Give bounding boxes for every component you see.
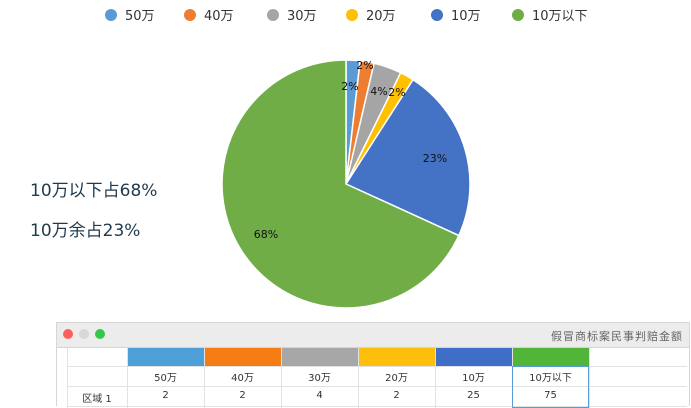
window-titlebar: 假冒商标案民事判赔金额	[57, 323, 689, 348]
pie-slice	[221, 59, 460, 309]
sheet-title: 假冒商标案民事判赔金额	[551, 330, 683, 343]
color-key-cell	[435, 348, 512, 366]
row-label: 区域 1	[82, 394, 112, 405]
color-key-cell	[512, 348, 589, 366]
legend-swatch	[346, 8, 358, 21]
table-cell[interactable]: 2	[393, 390, 400, 401]
zoom-button[interactable]	[95, 329, 105, 339]
grid-line	[67, 406, 687, 407]
legend-swatch	[431, 8, 443, 21]
data-label: 2%	[388, 86, 405, 99]
minimize-button[interactable]	[79, 329, 89, 339]
legend-label: 20万	[366, 9, 396, 24]
color-key-cell	[127, 348, 204, 366]
legend-swatch	[184, 8, 196, 21]
legend-item: 10万	[431, 5, 481, 24]
grid-line	[204, 348, 205, 408]
color-key-cell	[358, 348, 435, 366]
pie-slice	[344, 78, 471, 237]
legend-label: 10万	[451, 9, 481, 24]
legend-swatch	[512, 8, 524, 21]
legend-label: 40万	[204, 9, 234, 24]
column-header[interactable]: 50万	[154, 373, 177, 384]
chart-legend: 50万 40万 30万 20万 10万 10万以下	[0, 5, 691, 25]
pie-chart: 2%2%4% 2%23%68%	[221, 59, 471, 309]
legend-label: 50万	[125, 9, 155, 24]
selected-cell-outline	[512, 366, 589, 408]
grid-line	[358, 348, 359, 408]
color-key-cell	[281, 348, 358, 366]
legend-swatch	[105, 8, 117, 21]
legend-item: 30万	[267, 5, 317, 24]
grid-line	[589, 348, 590, 408]
grid-line	[67, 366, 687, 367]
note-100k: 10万余占23%	[30, 221, 141, 241]
close-button[interactable]	[63, 329, 73, 339]
legend-item: 20万	[346, 5, 396, 24]
note-under-100k: 10万以下占68%	[30, 181, 158, 201]
column-header[interactable]: 20万	[385, 373, 408, 384]
data-label: 4%	[370, 85, 387, 98]
data-label: 23%	[423, 152, 447, 165]
legend-label: 30万	[287, 9, 317, 24]
table-cell[interactable]: 2	[239, 390, 246, 401]
table-cell[interactable]: 4	[316, 390, 323, 401]
column-header[interactable]: 30万	[308, 373, 331, 384]
table-cell[interactable]: 75	[544, 390, 557, 401]
legend-label: 10万以下	[532, 9, 588, 24]
column-header[interactable]: 10万以下	[529, 373, 572, 384]
grid-line	[67, 348, 68, 408]
legend-item: 40万	[184, 5, 234, 24]
legend-item: 50万	[105, 5, 155, 24]
data-label: 2%	[356, 59, 373, 72]
table-cell[interactable]: 25	[467, 390, 480, 401]
legend-swatch	[267, 8, 279, 21]
spreadsheet-window: 假冒商标案民事判赔金额 区域 1 50万 40万 30万 20万 10万 10万以下 2 2 4 2…	[56, 322, 690, 408]
legend-item: 10万以下	[512, 5, 588, 24]
grid-line	[281, 348, 282, 408]
grid-line	[67, 386, 687, 387]
column-header[interactable]: 40万	[231, 373, 254, 384]
data-label: 2%	[341, 80, 358, 93]
table-cell[interactable]: 2	[162, 390, 169, 401]
grid-line	[127, 348, 128, 408]
grid-line	[435, 348, 436, 408]
column-header[interactable]: 10万	[462, 373, 485, 384]
color-key-cell	[204, 348, 281, 366]
data-label: 68%	[254, 228, 278, 241]
color-key-row	[127, 348, 589, 366]
